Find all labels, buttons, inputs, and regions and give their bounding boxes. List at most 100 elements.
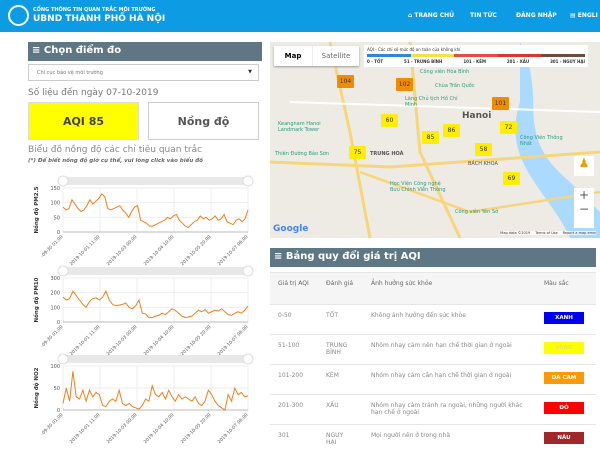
nav-home[interactable]: ⌂ TRANG CHỦ [408, 12, 455, 19]
cell-level: KÉM [318, 364, 363, 395]
zoom-slider[interactable] [63, 177, 248, 185]
slider-handle[interactable] [57, 265, 69, 277]
aqi-marker[interactable]: 75 [349, 146, 366, 159]
aqi-marker[interactable]: 86 [443, 124, 460, 137]
cell-effect: Không ảnh hưởng đến sức khỏe [363, 304, 536, 335]
zoom-in-button[interactable]: + [578, 188, 590, 202]
choose-station-header: ≡ Chọn điểm đo [28, 42, 262, 61]
y-axis-label: Nồng độ PM10 [32, 277, 40, 322]
report-error-link[interactable]: Report a map error [562, 231, 596, 235]
color-swatch: XANH [544, 312, 584, 324]
map-place-label: Keangnam Hanoi Landmark Tower [278, 121, 321, 133]
map-place-label: Thiên Đường Bảo Sơn [275, 151, 330, 157]
cell-color: DA CAM [536, 364, 596, 395]
legend-label: 0 - TỐT [367, 59, 384, 64]
color-swatch: NÂU [544, 432, 584, 444]
top-header: CỔNG THÔNG TIN QUAN TRẮC MÔI TRƯỜNG UBND… [0, 0, 600, 32]
nav-label: ENGLI [577, 12, 598, 19]
x-tick-label: 2019-10-01 11:00 [68, 412, 101, 444]
map-data-credit: Map data ©2019 [500, 231, 531, 235]
map-place-label: Lăng Chủ tịch Hồ Chí Minh [405, 96, 458, 108]
x-tick-label: 2019-10-01 11:00 [68, 234, 101, 267]
x-tick-label: 2019-10-04 10:00 [142, 412, 175, 444]
map-tab[interactable]: Map [284, 52, 302, 60]
slider-handle[interactable] [57, 353, 69, 365]
map-place-label: Công Viên Thống Nhất [520, 135, 563, 147]
x-tick-label: -09-30 01:00 [40, 234, 65, 259]
legend-label: 101 - KÉM [463, 59, 486, 64]
table-row: 301 NGUY HẠI Mọi người nên ở trong nhà NÂU [270, 424, 596, 455]
y-tick-label: 150 [50, 186, 60, 192]
y-tick-label: 100 [50, 364, 60, 370]
cell-range: 51-100 [270, 334, 318, 365]
station-select[interactable]: Chi cục bảo vệ môi trường ▼ [28, 64, 259, 81]
nav-label: TRANG CHỦ [414, 12, 455, 19]
nav-english[interactable]: ▤ ENGLI [570, 12, 598, 19]
map-place-label: TRUNG HOÀ [370, 151, 404, 157]
nav-news[interactable]: TIN TỨC [470, 12, 497, 19]
aqi-marker[interactable]: 60 [381, 114, 398, 127]
map-place-label: Hanoi [462, 111, 492, 121]
legend-label: 201 - XẤU [506, 59, 530, 64]
y-tick-label: 50 [54, 386, 60, 392]
logo-icon[interactable] [8, 5, 29, 26]
color-swatch: VÀNG [544, 342, 584, 354]
aqi-marker[interactable]: 72 [500, 121, 517, 134]
aqi-marker[interactable]: 69 [503, 172, 520, 185]
concentration-button[interactable]: Nồng độ [148, 102, 259, 140]
x-tick-label: 2019-10-07 06:00 [216, 412, 249, 444]
nav-login[interactable]: ĐĂNG NHẬP [516, 12, 557, 19]
aqi-marker[interactable]: 102 [396, 78, 413, 91]
slider-handle[interactable] [242, 265, 254, 277]
map[interactable]: Công viên Hòa Bình Chùa Trấn Quốc Lăng Chủ… [270, 42, 600, 238]
street-view-pegman-icon[interactable]: ♟ [574, 156, 594, 176]
aqi-marker[interactable]: 101 [492, 97, 509, 110]
zoom-controls: + − [574, 188, 594, 228]
series-line[interactable] [62, 193, 249, 229]
x-tick-label: 2019-10-05 20:00 [179, 324, 212, 357]
station-value: Chi cục bảo vệ môi trường [37, 70, 103, 76]
series-line[interactable] [62, 371, 249, 411]
series-line[interactable] [62, 290, 249, 319]
cell-effect: Nhóm nhạy cảm cần hạn chế thời gian ở ng… [363, 364, 536, 395]
cell-range: 0-50 [270, 304, 318, 335]
google-logo: Google [273, 224, 309, 234]
legend-color [410, 54, 455, 57]
zoom-slider[interactable] [63, 355, 248, 363]
cell-level: TRUNG BÌNH [318, 334, 363, 365]
x-tick-label: -09-30 01:00 [40, 324, 65, 349]
cell-effect: Nhóm nhạy cảm nên hạn chế thời gian ở ng… [363, 334, 536, 365]
legend-title: AQI - Các chỉ số mức độ an toàn của khôn… [367, 47, 461, 52]
slider-handle[interactable] [242, 353, 254, 365]
cell-color: XANH [536, 304, 596, 335]
x-tick-label: 2019-10-07 06:00 [216, 234, 249, 267]
col-color: Màu sắc [536, 272, 596, 305]
zoom-out-button[interactable]: − [578, 202, 590, 216]
aqi-marker[interactable]: 85 [422, 131, 439, 144]
y-tick-label: 100 [50, 305, 60, 311]
zoom-slider[interactable] [63, 267, 248, 275]
x-tick-label: 2019-10-05 20:00 [179, 234, 212, 267]
col-level: Đánh giá [318, 272, 363, 305]
map-place-label: BÁCH KHOA [468, 161, 498, 167]
slider-handle[interactable] [242, 175, 254, 187]
cell-range: 201-300 [270, 394, 318, 425]
y-tick-label: 0 [57, 320, 60, 326]
legend-label: 51 - TRUNG BÌNH [404, 59, 443, 64]
cell-range: 101-200 [270, 364, 318, 395]
y-tick-label: 100 [50, 201, 60, 207]
slider-handle[interactable] [57, 175, 69, 187]
table-row: 0-50 TỐT Không ảnh hưởng đến sức khỏe XANH [270, 304, 596, 335]
charts-title: Biểu đồ nồng độ các chỉ tiêu quan trắc [28, 145, 203, 155]
satellite-tab[interactable]: Satellite [312, 46, 359, 66]
map-type-tabs: Map Satellite [274, 46, 359, 66]
aqi-button[interactable]: AQI 85 [28, 102, 139, 140]
terms-link[interactable]: Terms of Use [535, 231, 558, 235]
charts-note: (*) Để biết nồng độ giờ cụ thể, vui lòng… [28, 158, 203, 164]
aqi-marker[interactable]: 104 [337, 75, 354, 88]
x-tick-label: 2019-10-05 20:00 [179, 412, 212, 444]
y-tick-label: 50 [54, 215, 60, 221]
legend-color [541, 54, 585, 57]
aqi-marker[interactable]: 58 [475, 143, 492, 156]
